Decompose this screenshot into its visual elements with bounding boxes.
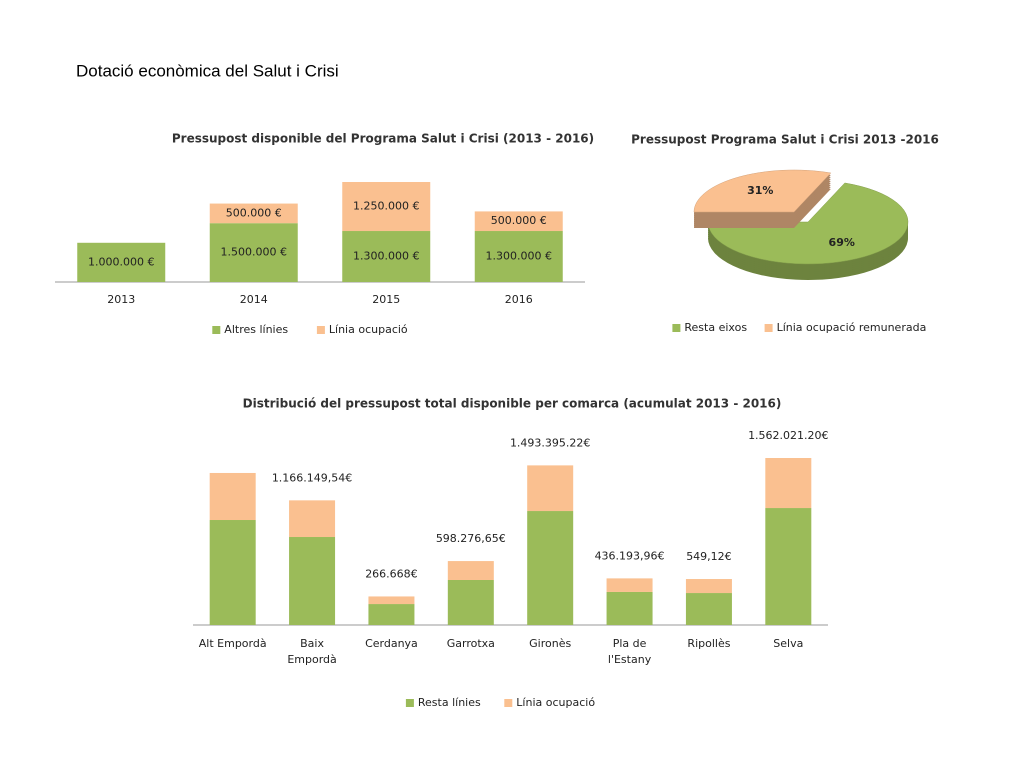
chart-title: Pressupost Programa Salut i Crisi 2013 -… — [631, 133, 939, 147]
legend-swatch — [316, 326, 325, 334]
x-tick-line: Empordà — [287, 653, 336, 666]
legend-label: Resta eixos — [684, 321, 747, 334]
legend-label: Línia ocupació — [516, 696, 595, 709]
legend-swatch — [504, 699, 513, 707]
x-tick-label: Garrotxa — [447, 637, 495, 650]
x-tick-line: Pla de — [613, 637, 647, 650]
value-label: 1.300.000 € — [486, 250, 552, 263]
bar-segment — [447, 561, 494, 580]
value-label: 31% — [747, 184, 773, 197]
legend-label: Línia ocupació remunerada — [777, 321, 927, 334]
bar-segment — [209, 203, 298, 224]
x-tick-label: Gironès — [529, 637, 571, 650]
legend-swatch — [672, 324, 681, 332]
bar-segment — [474, 211, 563, 232]
value-label: 1.300.000 € — [353, 250, 419, 263]
value-label: 500.000 € — [491, 214, 547, 227]
bar-segment — [209, 472, 256, 521]
total-label: 1.562.021.20€ — [748, 429, 828, 442]
bar-segment — [527, 465, 574, 512]
value-label: 1.250.000 € — [353, 200, 419, 213]
bar-segment — [765, 508, 812, 625]
value-label: 1.500.000 € — [221, 246, 287, 259]
bar-segment — [606, 591, 653, 625]
legend-label: Línia ocupació — [329, 323, 408, 336]
bar-segment — [765, 458, 812, 509]
total-label: 1.493.395.22€ — [510, 436, 590, 449]
value-label: 1.000.000 € — [88, 255, 154, 268]
bar-segment — [474, 231, 563, 282]
chart-title: Distribució del pressupost total disponi… — [243, 397, 782, 411]
total-label: 436.193,96€ — [595, 549, 665, 562]
x-tick-label: Selva — [773, 637, 803, 650]
legend-swatch — [405, 699, 414, 707]
total-label: 598.276,65€ — [436, 532, 506, 545]
legend-swatch — [212, 326, 221, 334]
value-label: 500.000 € — [226, 206, 282, 219]
bar-segment — [342, 231, 431, 282]
total-label: 1.166.149,54€ — [272, 471, 352, 484]
value-label: 69% — [829, 236, 855, 249]
x-tick-label: Ripollès — [687, 637, 730, 650]
x-tick-label: 2015 — [372, 293, 400, 306]
legend-label: Resta línies — [418, 696, 481, 709]
total-label: 549,12€ — [686, 550, 732, 563]
x-tick-label: Baix Empordà — [287, 637, 336, 666]
x-tick-label: Pla de l'Estany — [608, 637, 652, 666]
bar-segment — [527, 511, 574, 625]
bar-segment — [685, 579, 732, 594]
legend-label: Altres línies — [224, 323, 288, 336]
bar-segment — [368, 596, 415, 605]
x-tick-label: 2014 — [240, 293, 268, 306]
bar-segment — [77, 242, 166, 282]
x-tick-line: l'Estany — [608, 653, 652, 666]
x-tick-line: Baix — [300, 637, 324, 650]
bar-segment — [289, 537, 336, 625]
bar-segment — [289, 500, 336, 538]
x-tick-label: 2016 — [505, 293, 533, 306]
bar-segment — [447, 579, 494, 625]
x-tick-label: Cerdanya — [365, 637, 418, 650]
x-tick-label: Alt Empordà — [199, 637, 267, 650]
chart-title: Pressupost disponible del Programa Salut… — [172, 132, 594, 146]
bar-segment — [209, 520, 256, 625]
bar-segment — [209, 223, 298, 282]
x-tick-label: 2013 — [107, 293, 135, 306]
bar-segment — [342, 182, 431, 232]
pie-slice — [707, 182, 909, 265]
total-label: 266.668€ — [365, 567, 418, 580]
page-title: Dotació econòmica del Salut i Crisi — [76, 61, 339, 80]
pie-slice — [693, 169, 832, 213]
bar-segment — [685, 593, 732, 625]
legend-swatch — [764, 324, 773, 332]
bar-segment — [606, 578, 653, 592]
bar-segment — [368, 604, 415, 625]
